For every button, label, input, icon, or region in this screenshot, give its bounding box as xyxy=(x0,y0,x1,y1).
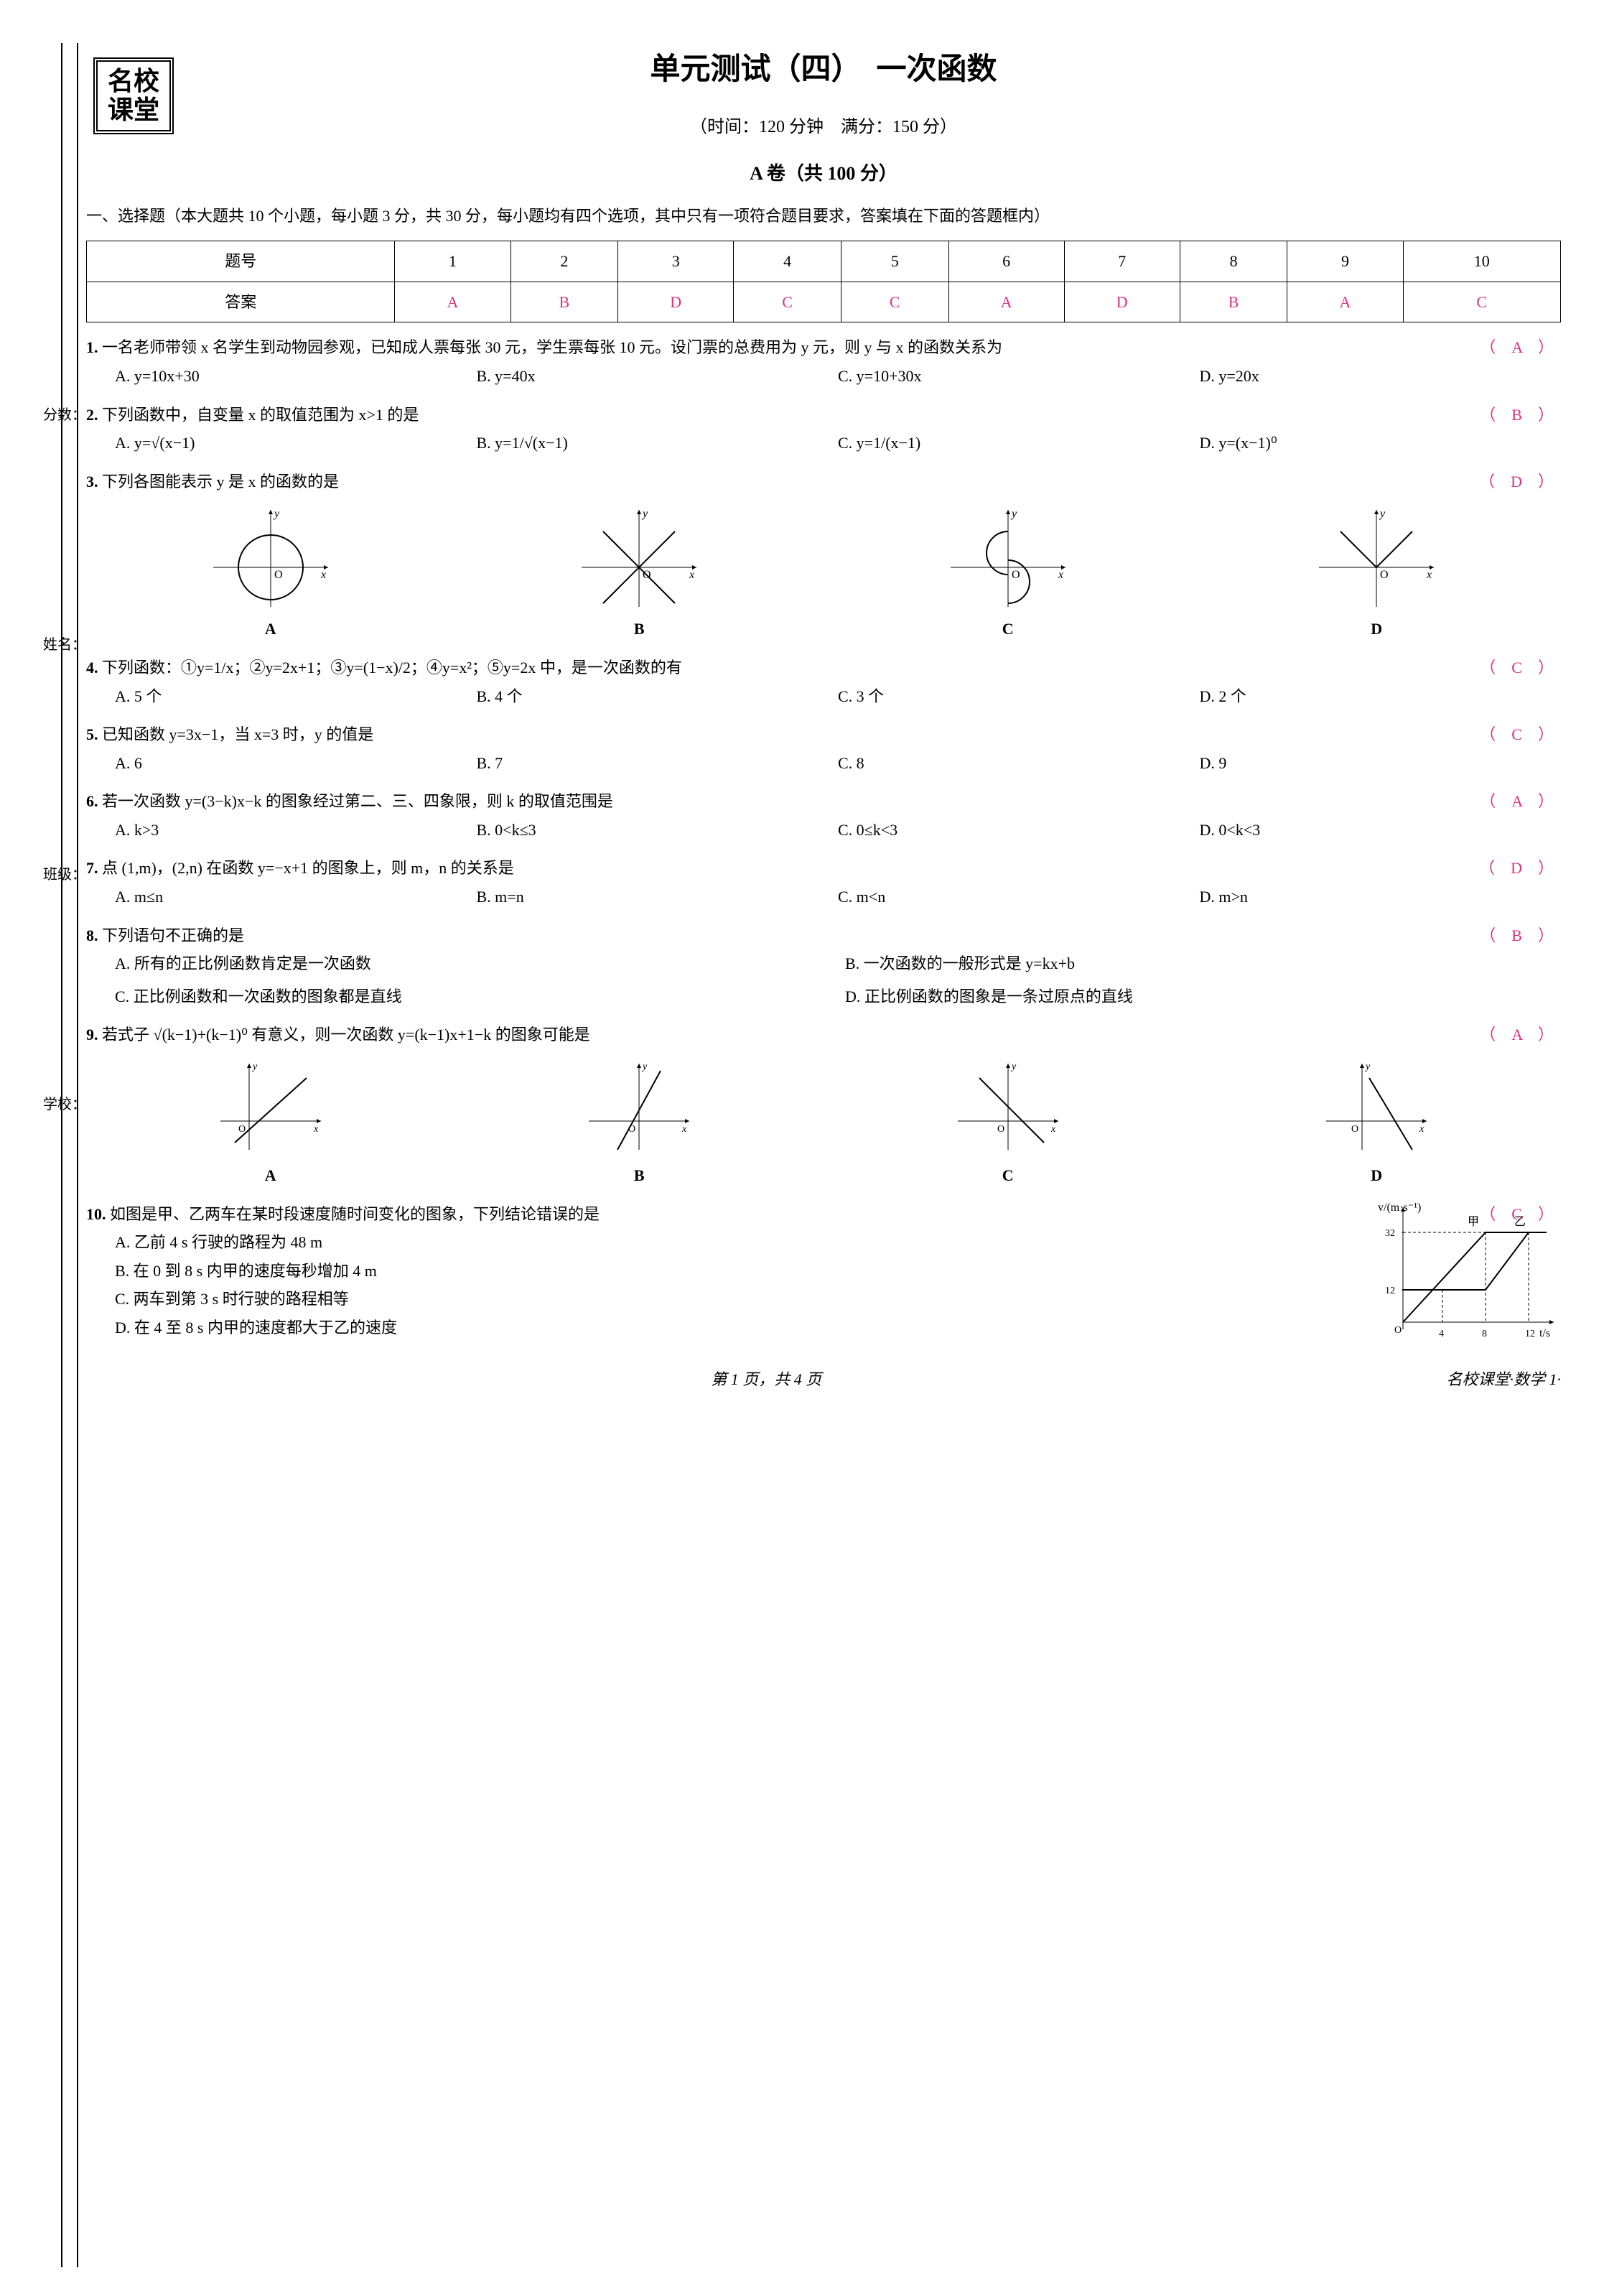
svg-text:O: O xyxy=(643,569,651,581)
header-label: 题号 xyxy=(87,241,395,282)
question-6: 6. 若一次函数 y=(3−k)x−k 的图象经过第二、三、四象限，则 k 的取… xyxy=(86,787,1561,844)
svg-text:O: O xyxy=(238,1124,246,1135)
svg-text:y: y xyxy=(1010,1061,1017,1072)
footer-center: 第 1 页，共 4 页 xyxy=(711,1365,821,1394)
question-8: 8. 下列语句不正确的是 （ B ） A. 所有的正比例函数肯定是一次函数 B.… xyxy=(86,921,1561,1011)
line-q3-icon: O x y xyxy=(951,1056,1066,1157)
options: A. k>3 B. 0<k≤3 C. 0≤k<3 D. 0<k<3 xyxy=(86,816,1561,845)
svg-text:v/(m·s⁻¹): v/(m·s⁻¹) xyxy=(1378,1202,1421,1214)
question-4: 4. 下列函数：①y=1/x；②y=2x+1；③y=(1−x)/2；④y=x²；… xyxy=(86,654,1561,710)
svg-text:O: O xyxy=(1380,569,1389,581)
line-q2-icon: O x y xyxy=(582,1056,696,1157)
side-label-class: 班级： xyxy=(43,862,86,888)
svg-text:12: 12 xyxy=(1525,1329,1535,1339)
answer-mark: （ D ） xyxy=(1479,468,1554,496)
question-3: 3. 下列各图能表示 y 是 x 的函数的是 （ D ） O x y A O xyxy=(86,468,1561,643)
side-label-score: 分数： xyxy=(43,402,86,428)
svg-text:O: O xyxy=(1351,1124,1358,1135)
semicircles-icon: O x y xyxy=(943,503,1073,610)
svg-text:O: O xyxy=(274,569,283,581)
answer-mark: （ C ） xyxy=(1480,654,1554,682)
answer-table: 题号 1 2 3 4 5 6 7 8 9 10 答案 A B D C C A D… xyxy=(86,241,1561,322)
svg-text:x: x xyxy=(1426,569,1432,581)
side-label-school: 学校： xyxy=(43,1092,86,1117)
question-1: 1. 一名老师带领 x 名学生到动物园参观，已知成人票每张 30 元，学生票每张… xyxy=(86,333,1561,390)
svg-text:x: x xyxy=(1058,569,1063,581)
cross-lines-icon: O x y xyxy=(574,503,704,610)
logo-line1: 名校 xyxy=(108,67,159,96)
graph-c: O x y C xyxy=(951,1056,1066,1190)
svg-text:y: y xyxy=(251,1061,258,1072)
options: A. 所有的正比例函数肯定是一次函数 B. 一次函数的一般形式是 y=kx+b … xyxy=(86,949,1561,1010)
options: A. y=√(x−1) B. y=1/√(x−1) C. y=1/(x−1) D… xyxy=(86,429,1561,457)
brand-logo: 名校 课堂 xyxy=(93,57,174,134)
graph-d: O x y D xyxy=(1312,503,1441,643)
answer-mark: （ A ） xyxy=(1480,1021,1554,1049)
svg-text:O: O xyxy=(997,1124,1004,1135)
margin-lines xyxy=(61,43,78,2267)
graph-b: O x y B xyxy=(574,503,704,643)
svg-text:y: y xyxy=(1364,1061,1371,1072)
svg-text:y: y xyxy=(641,508,648,520)
answer-mark: （ A ） xyxy=(1480,787,1554,816)
page-footer: 第 1 页，共 4 页 名校课堂·数学 1· xyxy=(86,1365,1561,1394)
svg-text:y: y xyxy=(273,508,280,520)
svg-text:甲: 甲 xyxy=(1468,1216,1479,1228)
options: A. m≤n B. m=n C. m<n D. m>n xyxy=(86,883,1561,911)
svg-text:y: y xyxy=(641,1061,648,1072)
svg-text:4: 4 xyxy=(1439,1329,1444,1339)
line-q4-icon: O x y xyxy=(1319,1056,1434,1157)
q9-graphs: O x y A O x y B O x y xyxy=(86,1056,1561,1190)
svg-text:O: O xyxy=(1012,569,1020,581)
svg-text:x: x xyxy=(681,1124,687,1135)
answer-mark: （ C ） xyxy=(1480,1200,1554,1229)
question-10: v/(m·s⁻¹) t/s O 32 12 4 8 12 甲 乙 10. 如图是… xyxy=(86,1200,1561,1344)
svg-text:8: 8 xyxy=(1482,1329,1487,1339)
svg-text:x: x xyxy=(1419,1124,1425,1135)
circle-graph-icon: O x y xyxy=(206,503,335,610)
answer-mark: （ A ） xyxy=(1480,333,1554,362)
svg-text:32: 32 xyxy=(1385,1228,1395,1239)
answer-mark: （ B ） xyxy=(1480,921,1554,950)
question-5: 5. 已知函数 y=3x−1，当 x=3 时，y 的值是 （ C ） A. 6 … xyxy=(86,720,1561,777)
svg-text:x: x xyxy=(1050,1124,1056,1135)
svg-text:O: O xyxy=(628,1124,635,1135)
svg-text:y: y xyxy=(1379,508,1386,520)
svg-text:y: y xyxy=(1010,508,1017,520)
svg-text:O: O xyxy=(1394,1325,1402,1336)
options: A. 5 个 B. 4 个 C. 3 个 D. 2 个 xyxy=(86,682,1561,711)
svg-text:12: 12 xyxy=(1385,1286,1395,1296)
section-instruction: 一、选择题（本大题共 10 个小题，每小题 3 分，共 30 分，每小题均有四个… xyxy=(86,202,1561,231)
graph-a: O x y A xyxy=(206,503,335,643)
options: A. y=10x+30 B. y=40x C. y=10+30x D. y=20… xyxy=(86,362,1561,391)
question-7: 7. 点 (1,m)，(2,n) 在函数 y=−x+1 的图象上，则 m，n 的… xyxy=(86,854,1561,911)
footer-right: 名校课堂·数学 1· xyxy=(1446,1365,1561,1394)
options: A. 乙前 4 s 行驶的路程为 48 m B. 在 0 到 8 s 内甲的速度… xyxy=(86,1228,1561,1342)
svg-text:x: x xyxy=(320,569,326,581)
answer-label: 答案 xyxy=(87,282,395,322)
svg-text:x: x xyxy=(689,569,694,581)
graph-b: O x y B xyxy=(582,1056,696,1190)
page-title: 单元测试（四） 一次函数 xyxy=(86,43,1561,98)
graph-a: O x y A xyxy=(213,1056,328,1190)
table-row-header: 题号 1 2 3 4 5 6 7 8 9 10 xyxy=(87,241,1561,282)
question-9: 9. 若式子 √(k−1)+(k−1)⁰ 有意义，则一次函数 y=(k−1)x+… xyxy=(86,1021,1561,1189)
logo-line2: 课堂 xyxy=(108,96,159,124)
line-q1-icon: O x y xyxy=(213,1056,328,1157)
side-label-name: 姓名： xyxy=(43,632,86,658)
question-2: 2. 下列函数中，自变量 x 的取值范围为 x>1 的是 （ B ） A. y=… xyxy=(86,401,1561,457)
graph-d: O x y D xyxy=(1319,1056,1434,1190)
svg-text:x: x xyxy=(313,1124,319,1135)
graph-c: O x y C xyxy=(943,503,1073,643)
answer-mark: （ D ） xyxy=(1479,854,1554,883)
table-row-answers: 答案 A B D C C A D B A C xyxy=(87,282,1561,322)
v-shape-icon: O x y xyxy=(1312,503,1441,610)
answer-mark: （ B ） xyxy=(1480,401,1554,429)
q3-graphs: O x y A O x y B xyxy=(86,503,1561,643)
page-subtitle: （时间：120 分钟 满分：150 分） xyxy=(86,112,1561,143)
section-a-header: A 卷（共 100 分） xyxy=(86,157,1561,191)
answer-mark: （ C ） xyxy=(1480,720,1554,749)
svg-text:t/s: t/s xyxy=(1539,1327,1550,1339)
options: A. 6 B. 7 C. 8 D. 9 xyxy=(86,749,1561,778)
